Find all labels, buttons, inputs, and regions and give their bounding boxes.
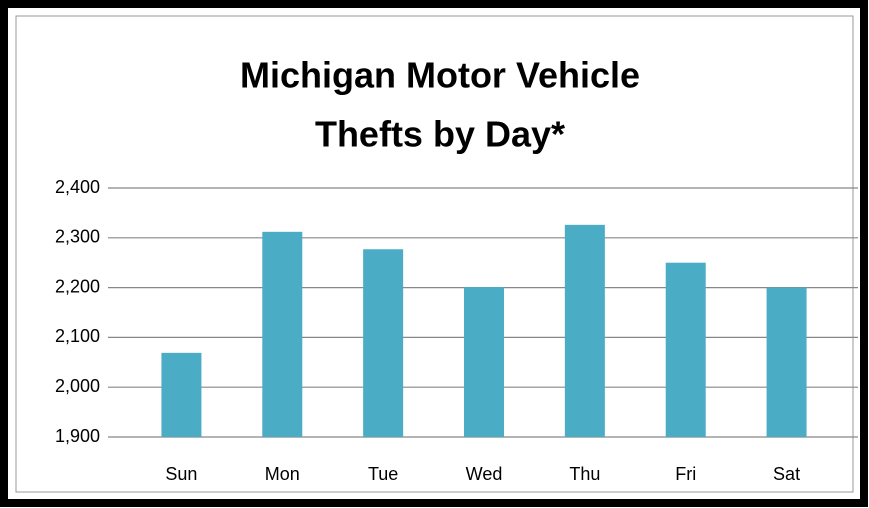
x-tick-label: Thu xyxy=(569,464,600,484)
bar xyxy=(161,352,202,437)
x-tick-label: Fri xyxy=(675,464,696,484)
y-tick-label: 2,000 xyxy=(55,376,100,396)
chart-title: Thefts by Day* xyxy=(315,114,565,155)
bar xyxy=(665,262,706,437)
chart-border xyxy=(15,15,854,493)
bar xyxy=(262,231,303,437)
y-tick-label: 2,300 xyxy=(55,227,100,247)
y-tick-label: 2,400 xyxy=(55,177,100,197)
bar xyxy=(766,287,807,437)
bar xyxy=(363,249,404,437)
x-tick-label: Sat xyxy=(773,464,800,484)
bar xyxy=(464,287,504,437)
y-tick-label: 1,900 xyxy=(55,426,100,446)
chart-title: Michigan Motor Vehicle xyxy=(240,55,640,96)
y-tick-label: 2,200 xyxy=(55,276,100,296)
bar xyxy=(564,224,605,437)
x-tick-label: Tue xyxy=(368,464,398,484)
x-tick-label: Wed xyxy=(466,464,503,484)
x-tick-label: Sun xyxy=(165,464,197,484)
x-tick-label: Mon xyxy=(265,464,300,484)
y-tick-label: 2,100 xyxy=(55,326,100,346)
